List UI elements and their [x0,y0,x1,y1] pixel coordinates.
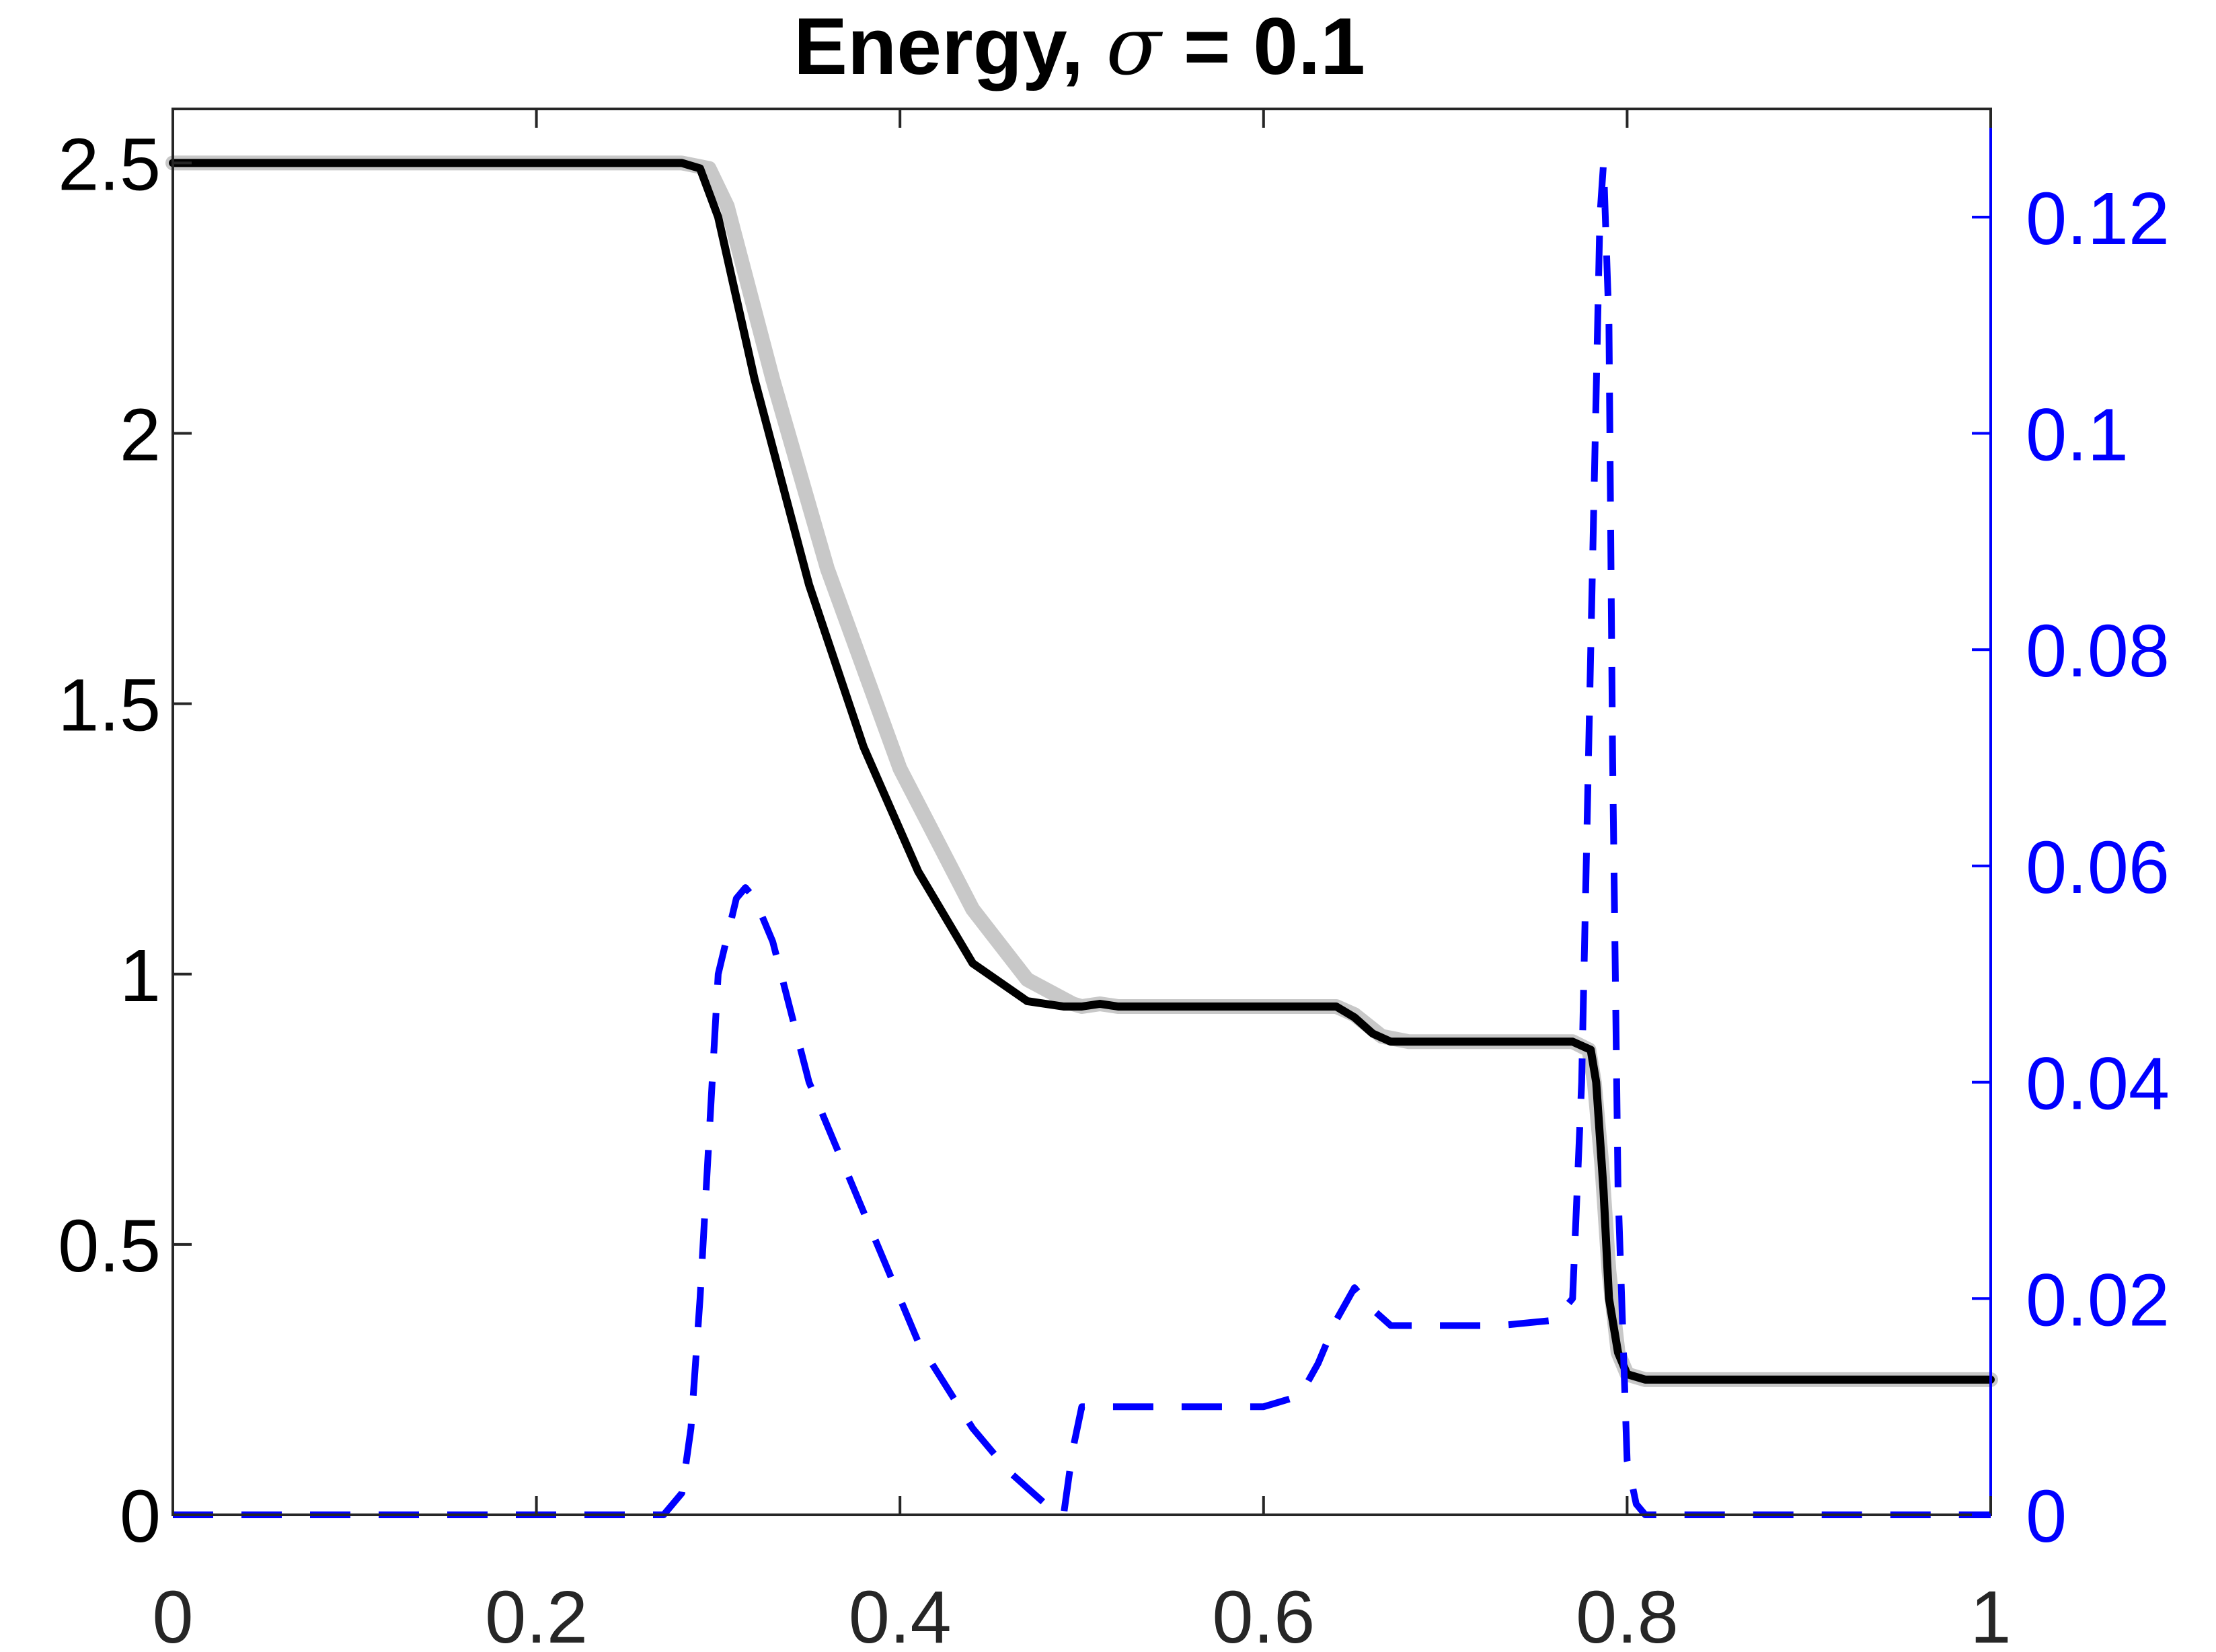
energy-line [169,159,1995,1384]
chart-title-sigma: σ [1106,0,1163,93]
y-left-tick-label: 1 [120,935,161,1017]
chart-title-suffix: = 0.1 [1161,1,1365,91]
y-right-tick-label: 0.04 [2026,1043,2170,1126]
x-tick-label: 0.4 [849,1576,952,1652]
x-tick-label: 1 [1970,1576,2011,1652]
right-axis-ticks: 0 0.02 0.04 0.06 0.08 0.1 0.12 [1972,178,2170,1558]
y-left-tick-label: 1.5 [58,664,161,747]
y-left-tick-label: 0.5 [58,1205,161,1288]
y-right-tick-label: 0 [2026,1475,2067,1558]
x-tick-label: 0.6 [1212,1576,1315,1652]
y-right-tick-label: 0.1 [2026,394,2129,477]
y-left-tick-label: 2.5 [58,123,161,206]
x-tick-label: 0.8 [1576,1576,1679,1652]
y-right-tick-label: 0.08 [2026,610,2170,693]
chart-title-prefix: Energy, [794,1,1106,91]
y-left-tick-label: 0 [120,1475,161,1558]
x-tick-label: 0 [152,1576,193,1652]
y-right-tick-label: 0.12 [2026,178,2170,260]
y-right-tick-label: 0.02 [2026,1259,2170,1341]
x-tick-label: 0.2 [485,1576,588,1652]
y-left-tick-label: 2 [120,394,161,477]
left-axis-ticks: 0 0.5 1 1.5 2 2.5 [58,123,192,1558]
plot-series [165,155,1998,1518]
y-right-tick-label: 0.06 [2026,826,2170,909]
chart-title: Energy, σ = 0.1 [794,0,1365,93]
x-axis-ticks: 0 0.2 0.4 0.6 0.8 1 [152,109,2012,1652]
error-dashed-line [173,159,1991,1518]
